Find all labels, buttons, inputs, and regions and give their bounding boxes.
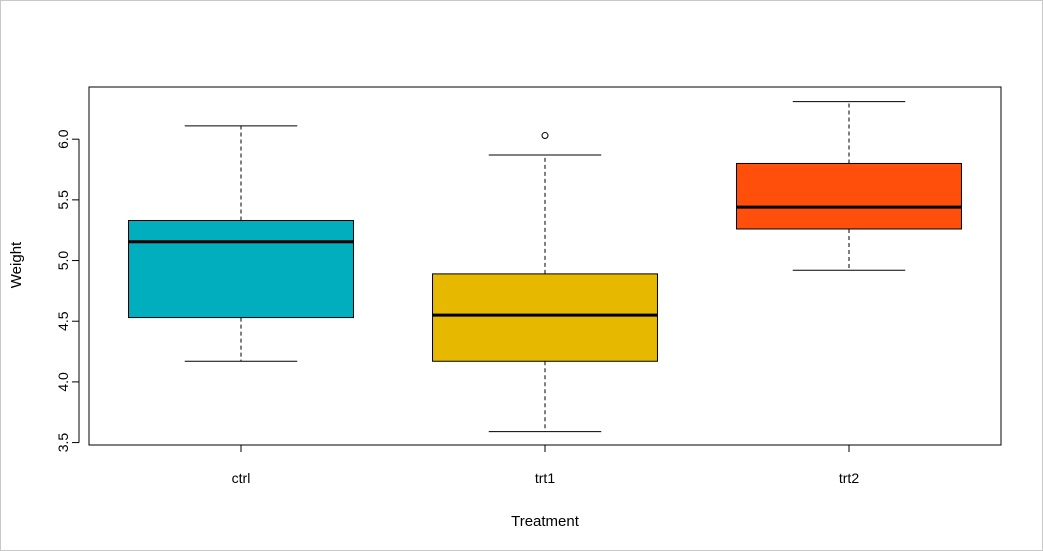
x-tick-label-trt1: trt1 <box>535 470 555 486</box>
x-axis-title: Treatment <box>511 513 580 530</box>
box-ctrl <box>128 125 354 362</box>
y-tick-label: 6.0 <box>55 129 71 149</box>
y-tick-label: 4.0 <box>55 372 71 392</box>
x-axis: ctrl trt1 trt2 <box>232 444 859 486</box>
y-tick-label: 5.5 <box>55 190 71 210</box>
x-tick-label-ctrl: ctrl <box>232 470 251 486</box>
boxes-layer <box>128 101 962 433</box>
y-tick-label: 3.5 <box>55 433 71 453</box>
box-trt1 <box>432 132 658 433</box>
x-tick-label-trt2: trt2 <box>839 470 859 486</box>
iqr-box <box>128 219 354 319</box>
y-tick-label: 5.0 <box>55 251 71 271</box>
outlier-point <box>541 132 549 140</box>
iqr-box <box>432 273 658 362</box>
iqr-box <box>736 162 962 230</box>
y-axis-title: Weight <box>8 241 25 288</box>
y-tick-label: 4.5 <box>55 311 71 331</box>
y-axis: 3.5 4.0 4.5 5.0 5.5 6.0 <box>55 129 80 453</box>
box-trt2 <box>736 101 962 271</box>
